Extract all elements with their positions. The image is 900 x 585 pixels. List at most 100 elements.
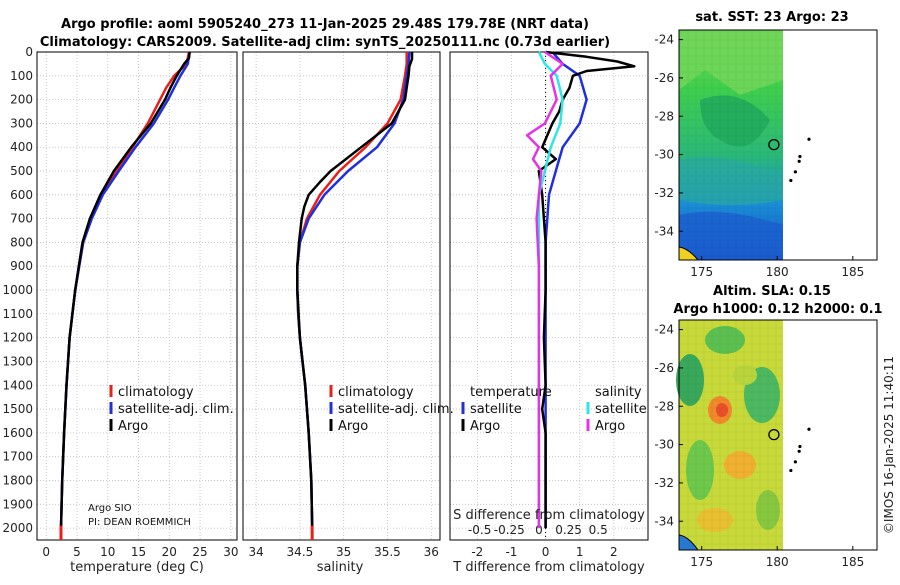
diff-tick-label: -2: [471, 545, 483, 559]
temp-tick-label: 25: [192, 545, 207, 559]
sal-tick-label: 34: [248, 545, 263, 559]
sst-map: [678, 30, 877, 261]
title-line-2: Climatology: CARS2009. Satellite-adj cli…: [40, 35, 610, 50]
sst-map-ytick-label: -34: [654, 224, 674, 238]
diff-tick-label: 2: [610, 545, 618, 559]
diff-legend-s-satellite: satellite: [595, 402, 647, 417]
sal-tick-label: 36: [424, 545, 439, 559]
diff-s-tick-label: 0.25: [555, 523, 582, 537]
depth-tick-label: 1500: [2, 402, 33, 416]
sla-map-xtick-label: 185: [841, 555, 864, 569]
depth-tick-label: 1800: [2, 473, 33, 487]
temp-legend: climatology satellite-adj. clim. Argo: [109, 385, 234, 434]
sla-map-ytick-label: -28: [654, 399, 674, 413]
diff-xlabel: T difference from climatology: [452, 560, 645, 575]
sal-xlabel: salinity: [317, 560, 364, 575]
depth-tick-label: 1300: [2, 354, 33, 368]
depth-tick-label: 2000: [2, 521, 33, 535]
sal-series-argo: [296, 52, 414, 529]
depth-tick-label: 300: [10, 116, 33, 130]
diff-tick-label: -1: [505, 545, 517, 559]
sal-legend: climatology satellite-adj. clim. Argo: [329, 385, 454, 434]
temp-tick-label: 5: [73, 545, 81, 559]
temp-tick-label: 10: [100, 545, 115, 559]
sst-map-ytick-label: -30: [654, 148, 674, 162]
sal-legend-argo: Argo: [338, 419, 368, 434]
sst-map-frame: [678, 29, 878, 261]
title-line-1: Argo profile: aoml 5905240_273 11-Jan-20…: [61, 17, 589, 32]
sla-map-float-marker: [768, 428, 780, 441]
diff-s-tick-label: -0.25: [494, 523, 525, 537]
diff-frame: [449, 51, 649, 541]
diff-legend-t-title: temperature: [470, 385, 552, 400]
temp-frame: [36, 51, 238, 541]
diff-series-s-argo: [525, 50, 564, 529]
diff-legend: temperature salinity satellite Argo sate…: [461, 385, 647, 434]
depth-tick-label: 0: [25, 45, 33, 59]
temp-xlabel: temperature (deg C): [70, 560, 204, 575]
sal-legend-climatology: climatology: [338, 385, 414, 400]
diff-s-tick-label: 0.5: [589, 523, 608, 537]
sst-map-track-dot: [789, 178, 793, 183]
sla-map-ytick-label: -34: [654, 514, 674, 528]
sst-map-xtick-label: 185: [841, 265, 864, 279]
sst-map-float-marker: [768, 138, 780, 151]
diff-series-t-argo: [537, 50, 636, 529]
sla-map-xtick-label: 175: [690, 555, 713, 569]
temp-series-satellite-adj-clim-: [59, 51, 191, 529]
temp-legend-satellite: satellite-adj. clim.: [118, 402, 234, 417]
diff-s-label: S difference from climatology: [453, 508, 645, 523]
depth-tick-label: 1900: [2, 497, 33, 511]
sal-tick-label: 34.5: [287, 545, 314, 559]
temp-legend-argo: Argo: [118, 419, 148, 434]
depth-tick-label: 1400: [2, 378, 33, 392]
diff-series-t-satellite: [544, 51, 588, 529]
sst-map-ytick-label: -32: [654, 186, 674, 200]
depth-tick-label: 900: [10, 259, 33, 273]
depth-tick-label: 1200: [2, 331, 33, 345]
temp-tick-label: 15: [131, 545, 146, 559]
sst-map-track-dot: [807, 137, 811, 141]
copyright: ©IMOS 16-Jan-2025 11:40:11: [882, 356, 896, 534]
temp-series-argo: [59, 51, 191, 529]
sst-map-ytick-label: -28: [654, 109, 674, 123]
sla-map-ytick-label: -26: [654, 361, 674, 375]
sal-frame: [242, 51, 441, 541]
depth-tick-label: 700: [10, 212, 33, 226]
sst-map-ytick-label: -26: [654, 71, 674, 85]
sla-map-track-dot: [807, 427, 811, 431]
depth-tick-label: 400: [10, 140, 33, 154]
sla-map-track-dot: [789, 468, 793, 473]
sla-map-title-1: Altim. SLA: 0.15: [713, 284, 831, 299]
diff-s-tick-label: 0: [535, 523, 543, 537]
diff-tick-label: 1: [576, 545, 584, 559]
diff-legend-s-title: salinity: [595, 385, 642, 400]
sla-map-title-2: Argo h1000: 0.12 h2000: 0.1: [673, 302, 882, 317]
sla-map-ytick-label: -32: [654, 476, 674, 490]
temp-tick-label: 30: [223, 545, 238, 559]
depth-tick-label: 1700: [2, 450, 33, 464]
sla-map-ytick-label: -30: [654, 438, 674, 452]
sla-map-ytick-label: -24: [654, 323, 674, 337]
sal-tick-label: 35: [336, 545, 351, 559]
sal-legend-satellite: satellite-adj. clim.: [338, 402, 454, 417]
temp-tick-label: 0: [42, 545, 50, 559]
sal-tick-label: 35.5: [374, 545, 401, 559]
diff-legend-t-argo: Argo: [470, 419, 500, 434]
depth-tick-label: 800: [10, 235, 33, 249]
sst-map-ytick-label: -24: [654, 33, 674, 47]
temp-tick-label: 20: [162, 545, 177, 559]
sla-map-xtick-label: 180: [766, 555, 789, 569]
sst-map-track-dot: [797, 159, 801, 163]
credit-pi: PI: DEAN ROEMMICH: [88, 517, 191, 528]
sla-map-track-dot: [793, 460, 797, 464]
depth-tick-label: 200: [10, 93, 33, 107]
credit-institution: Argo SIO: [88, 503, 132, 514]
sla-map-track-dot: [797, 449, 801, 453]
diff-s-tick-label: -0.5: [468, 523, 491, 537]
sst-map-track-dot: [793, 170, 797, 174]
sla-map-track-dot: [798, 444, 802, 449]
sst-map-title: sat. SST: 23 Argo: 23: [695, 10, 848, 25]
depth-tick-label: 1100: [2, 307, 33, 321]
